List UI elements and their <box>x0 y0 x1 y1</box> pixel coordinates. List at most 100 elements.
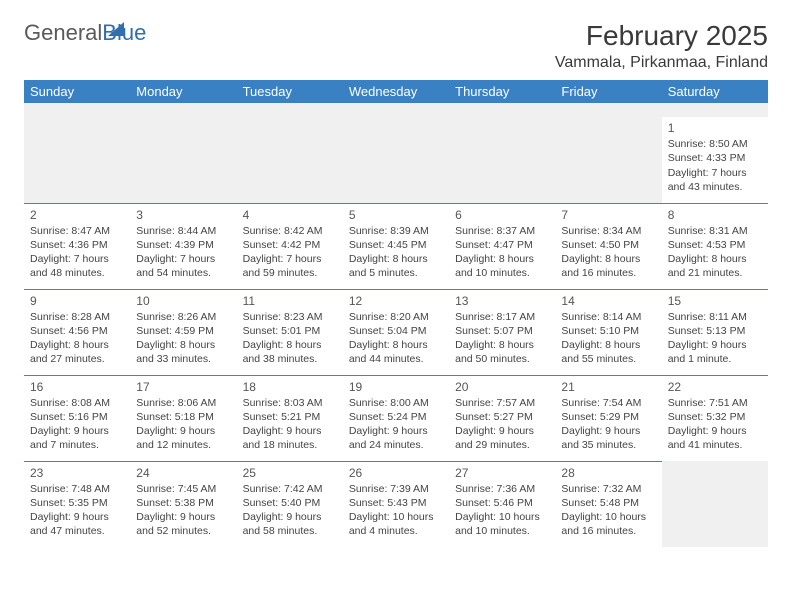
day-number: 24 <box>136 465 230 481</box>
sunset-text: Sunset: 5:04 PM <box>349 324 443 338</box>
sunrise-text: Sunrise: 7:42 AM <box>243 482 337 496</box>
daylight-text: and 21 minutes. <box>668 266 762 280</box>
daylight-text: Daylight: 9 hours <box>668 338 762 352</box>
daylight-text: Daylight: 9 hours <box>136 424 230 438</box>
sunrise-text: Sunrise: 8:50 AM <box>668 137 762 151</box>
sunset-text: Sunset: 5:40 PM <box>243 496 337 510</box>
sunrise-text: Sunrise: 8:47 AM <box>30 224 124 238</box>
sunset-text: Sunset: 5:13 PM <box>668 324 762 338</box>
daylight-text: Daylight: 9 hours <box>30 510 124 524</box>
daylight-text: and 5 minutes. <box>349 266 443 280</box>
dow-row: Sunday Monday Tuesday Wednesday Thursday… <box>24 80 768 103</box>
sunset-text: Sunset: 5:38 PM <box>136 496 230 510</box>
daylight-text: and 24 minutes. <box>349 438 443 452</box>
sunrise-text: Sunrise: 8:23 AM <box>243 310 337 324</box>
day-cell <box>237 117 343 203</box>
day-number: 8 <box>668 207 762 223</box>
daylight-text: and 16 minutes. <box>561 524 655 538</box>
day-cell <box>555 117 661 203</box>
daylight-text: Daylight: 9 hours <box>243 510 337 524</box>
day-cell: 26Sunrise: 7:39 AMSunset: 5:43 PMDayligh… <box>343 461 449 547</box>
daylight-text: Daylight: 8 hours <box>349 338 443 352</box>
day-cell: 8Sunrise: 8:31 AMSunset: 4:53 PMDaylight… <box>662 203 768 289</box>
daylight-text: Daylight: 10 hours <box>455 510 549 524</box>
daylight-text: Daylight: 9 hours <box>30 424 124 438</box>
daylight-text: and 18 minutes. <box>243 438 337 452</box>
sunset-text: Sunset: 5:21 PM <box>243 410 337 424</box>
sunrise-text: Sunrise: 8:00 AM <box>349 396 443 410</box>
day-number: 19 <box>349 379 443 395</box>
daylight-text: and 59 minutes. <box>243 266 337 280</box>
daylight-text: and 27 minutes. <box>30 352 124 366</box>
daylight-text: and 4 minutes. <box>349 524 443 538</box>
sunset-text: Sunset: 4:36 PM <box>30 238 124 252</box>
dow-monday: Monday <box>130 80 236 103</box>
sunset-text: Sunset: 5:35 PM <box>30 496 124 510</box>
daylight-text: and 10 minutes. <box>455 266 549 280</box>
day-number: 3 <box>136 207 230 223</box>
daylight-text: and 52 minutes. <box>136 524 230 538</box>
daylight-text: and 29 minutes. <box>455 438 549 452</box>
day-cell: 20Sunrise: 7:57 AMSunset: 5:27 PMDayligh… <box>449 375 555 461</box>
sunset-text: Sunset: 5:27 PM <box>455 410 549 424</box>
dow-saturday: Saturday <box>662 80 768 103</box>
sunrise-text: Sunrise: 7:39 AM <box>349 482 443 496</box>
sunrise-text: Sunrise: 8:39 AM <box>349 224 443 238</box>
dow-thursday: Thursday <box>449 80 555 103</box>
daylight-text: and 54 minutes. <box>136 266 230 280</box>
daylight-text: and 33 minutes. <box>136 352 230 366</box>
sunset-text: Sunset: 5:24 PM <box>349 410 443 424</box>
week-row: 16Sunrise: 8:08 AMSunset: 5:16 PMDayligh… <box>24 375 768 461</box>
calendar-body: 1Sunrise: 8:50 AMSunset: 4:33 PMDaylight… <box>24 103 768 547</box>
day-number: 9 <box>30 293 124 309</box>
daylight-text: and 10 minutes. <box>455 524 549 538</box>
day-number: 10 <box>136 293 230 309</box>
brand-sail-icon <box>108 22 124 36</box>
day-cell <box>24 117 130 203</box>
daylight-text: Daylight: 8 hours <box>561 338 655 352</box>
spacer-row <box>24 103 768 117</box>
daylight-text: Daylight: 8 hours <box>668 252 762 266</box>
week-row: 2Sunrise: 8:47 AMSunset: 4:36 PMDaylight… <box>24 203 768 289</box>
day-cell: 15Sunrise: 8:11 AMSunset: 5:13 PMDayligh… <box>662 289 768 375</box>
daylight-text: Daylight: 9 hours <box>136 510 230 524</box>
daylight-text: Daylight: 9 hours <box>668 424 762 438</box>
day-number: 16 <box>30 379 124 395</box>
daylight-text: Daylight: 8 hours <box>561 252 655 266</box>
daylight-text: Daylight: 9 hours <box>243 424 337 438</box>
sunrise-text: Sunrise: 8:06 AM <box>136 396 230 410</box>
daylight-text: and 50 minutes. <box>455 352 549 366</box>
day-cell: 18Sunrise: 8:03 AMSunset: 5:21 PMDayligh… <box>237 375 343 461</box>
week-row: 1Sunrise: 8:50 AMSunset: 4:33 PMDaylight… <box>24 117 768 203</box>
sunrise-text: Sunrise: 7:51 AM <box>668 396 762 410</box>
sunset-text: Sunset: 5:32 PM <box>668 410 762 424</box>
daylight-text: and 7 minutes. <box>30 438 124 452</box>
daylight-text: Daylight: 7 hours <box>30 252 124 266</box>
sunrise-text: Sunrise: 7:54 AM <box>561 396 655 410</box>
daylight-text: and 44 minutes. <box>349 352 443 366</box>
sunrise-text: Sunrise: 8:03 AM <box>243 396 337 410</box>
sunset-text: Sunset: 5:46 PM <box>455 496 549 510</box>
daylight-text: Daylight: 10 hours <box>349 510 443 524</box>
day-cell: 27Sunrise: 7:36 AMSunset: 5:46 PMDayligh… <box>449 461 555 547</box>
daylight-text: and 16 minutes. <box>561 266 655 280</box>
daylight-text: and 48 minutes. <box>30 266 124 280</box>
day-number: 11 <box>243 293 337 309</box>
day-number: 7 <box>561 207 655 223</box>
sunrise-text: Sunrise: 8:17 AM <box>455 310 549 324</box>
dow-wednesday: Wednesday <box>343 80 449 103</box>
daylight-text: Daylight: 8 hours <box>455 338 549 352</box>
day-cell: 21Sunrise: 7:54 AMSunset: 5:29 PMDayligh… <box>555 375 661 461</box>
sunrise-text: Sunrise: 7:48 AM <box>30 482 124 496</box>
day-number: 14 <box>561 293 655 309</box>
sunrise-text: Sunrise: 8:14 AM <box>561 310 655 324</box>
sunset-text: Sunset: 4:53 PM <box>668 238 762 252</box>
sunrise-text: Sunrise: 8:44 AM <box>136 224 230 238</box>
location-label: Vammala, Pirkanmaa, Finland <box>555 54 768 72</box>
calendar-page: GeneralBlue February 2025 Vammala, Pirka… <box>0 0 792 567</box>
sunset-text: Sunset: 5:01 PM <box>243 324 337 338</box>
sunset-text: Sunset: 4:39 PM <box>136 238 230 252</box>
sunrise-text: Sunrise: 7:32 AM <box>561 482 655 496</box>
day-number: 13 <box>455 293 549 309</box>
day-number: 23 <box>30 465 124 481</box>
